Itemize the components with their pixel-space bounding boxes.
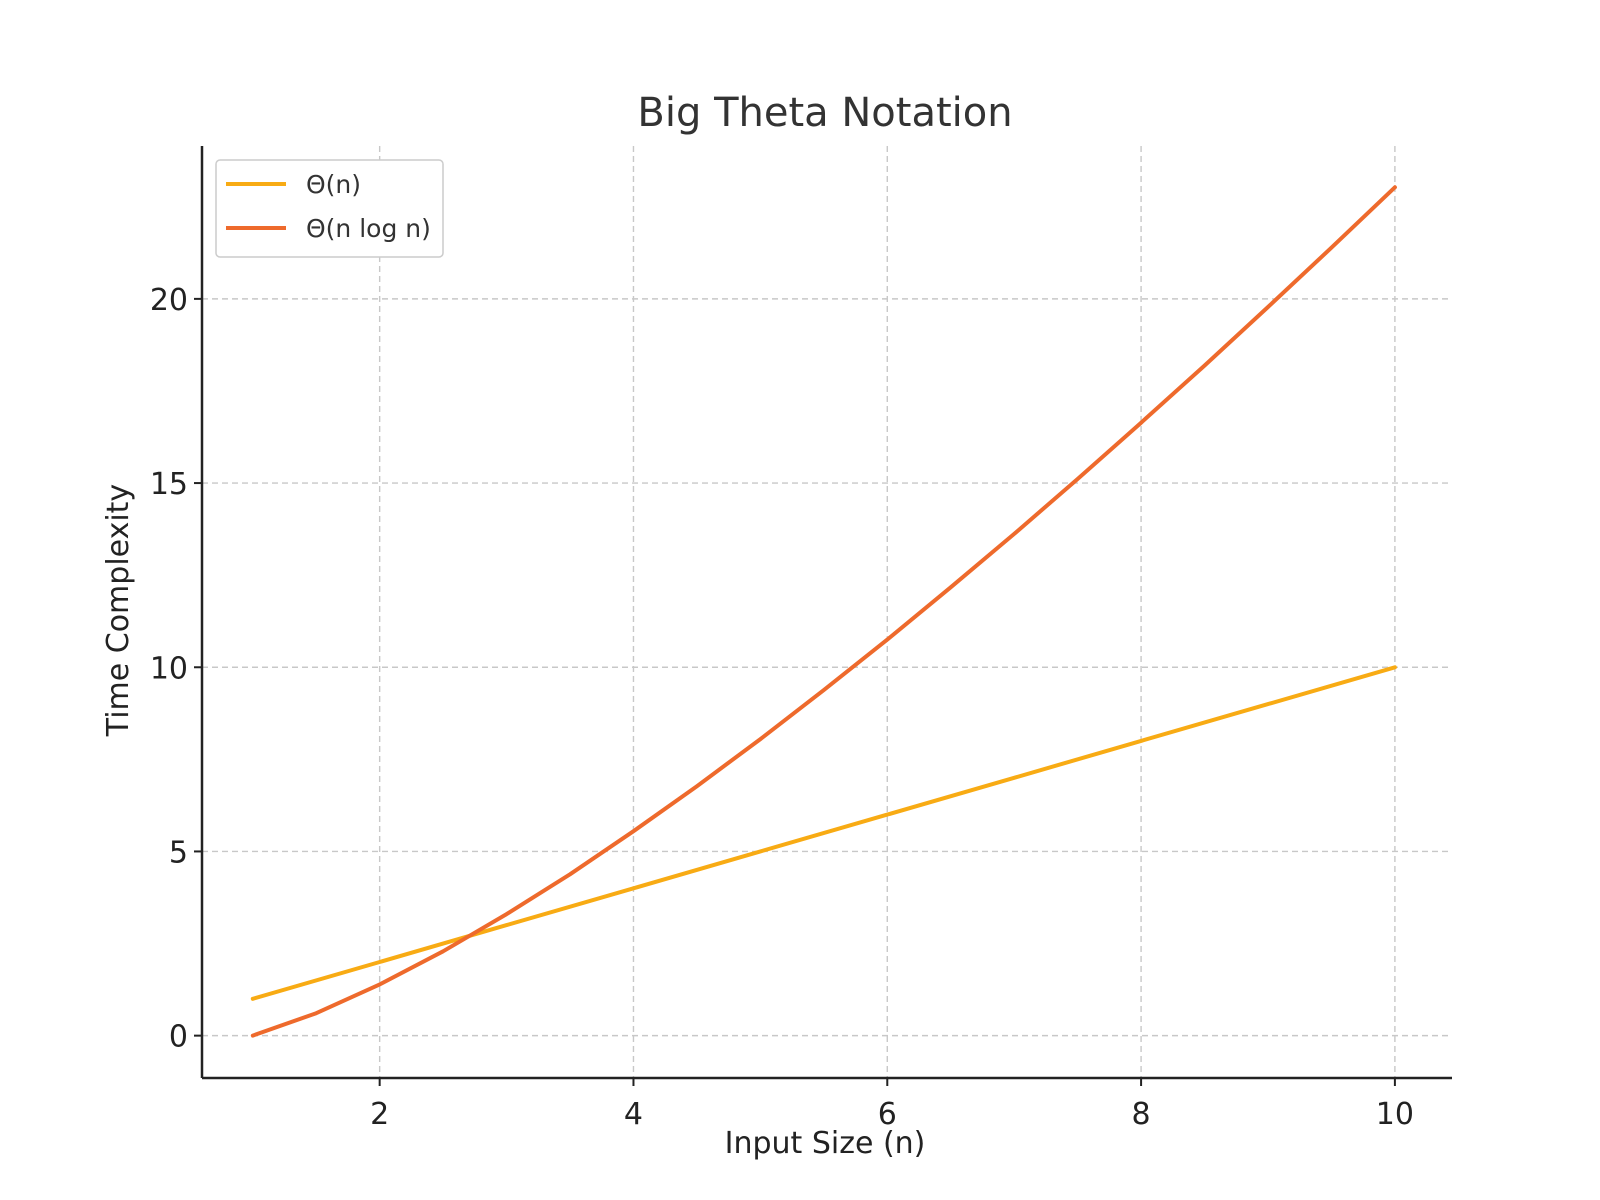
series-layer	[250, 185, 1397, 1038]
series-line-1	[250, 185, 1397, 1038]
x-tick-label: 6	[878, 1097, 897, 1132]
y-tick-label: 0	[169, 1020, 188, 1055]
y-tick-label: 10	[150, 651, 188, 686]
x-tick-label: 2	[370, 1097, 389, 1132]
y-tick-label: 20	[150, 283, 188, 318]
x-tick-label: 8	[1132, 1097, 1151, 1132]
legend-label-theta-n: Θ(n)	[306, 170, 361, 199]
axes	[200, 146, 1452, 1080]
chart-title: Big Theta Notation	[637, 90, 1012, 136]
x-ticks: 2 4 6 8 10	[370, 1078, 1414, 1132]
x-tick-label: 10	[1376, 1097, 1414, 1132]
y-tick-label: 15	[150, 467, 188, 502]
x-axis-label: Input Size (n)	[725, 1126, 926, 1161]
legend: Θ(n) Θ(n log n)	[215, 159, 444, 258]
grid	[202, 146, 1452, 1078]
legend-label-theta-n-log-n: Θ(n log n)	[306, 214, 431, 243]
y-axis-label: Time Complexity	[101, 484, 136, 737]
x-tick-label: 4	[624, 1097, 643, 1132]
y-tick-label: 5	[169, 835, 188, 870]
series-line-0	[250, 665, 1397, 1001]
y-ticks: 0 5 10 15 20	[150, 283, 202, 1055]
